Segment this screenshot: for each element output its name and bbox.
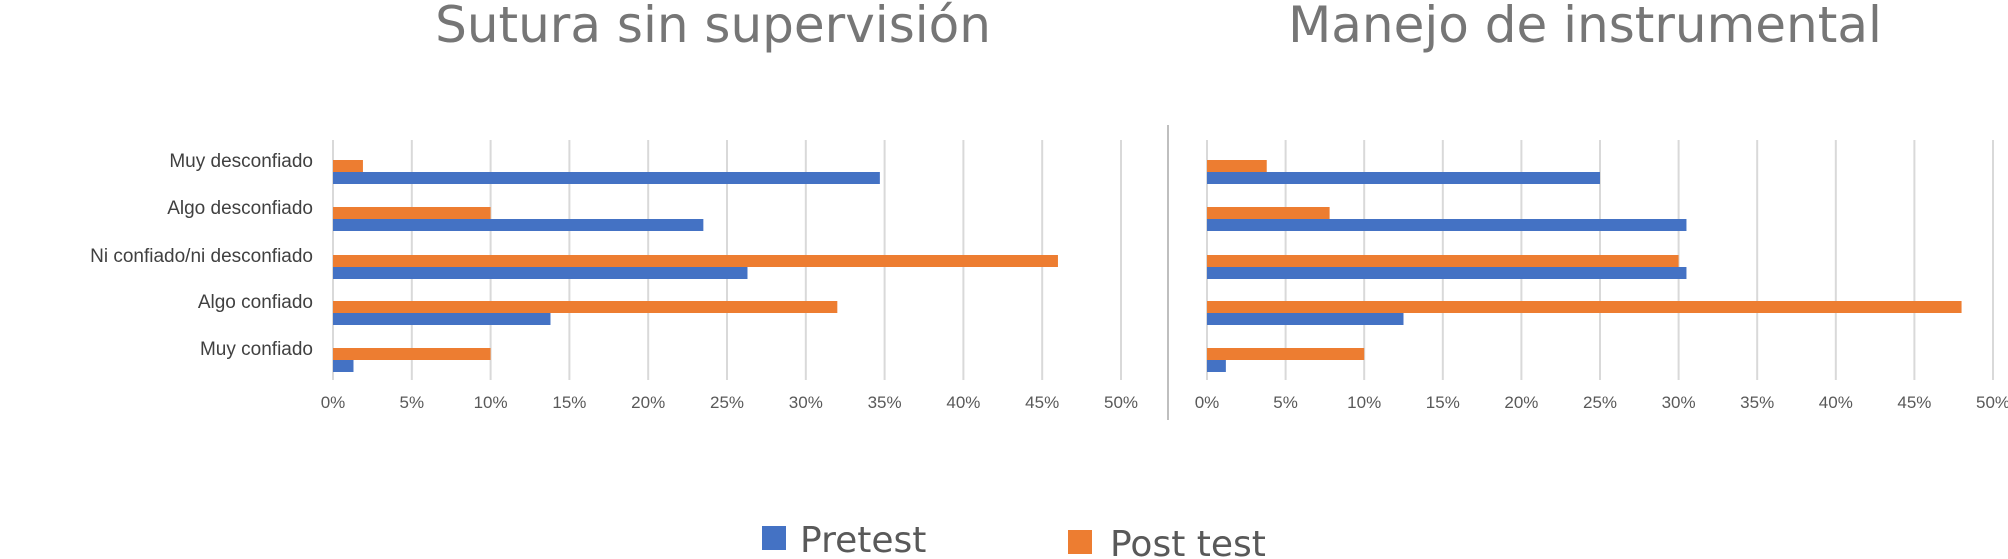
chart-title-left: Sutura sin supervisión <box>435 0 991 54</box>
x-tick-label: 45% <box>1897 393 1931 412</box>
bar-pretest <box>333 219 704 231</box>
x-tick-label: 20% <box>1504 393 1538 412</box>
x-tick-label: 35% <box>1740 393 1774 412</box>
chart-panel-left: 0% 5% 10% 15% 20% 25% 30% 35% 40% 45% 50% Muy desco… <box>90 140 1138 412</box>
x-tick-label: 50% <box>1976 393 2008 412</box>
bar-posttest <box>1207 160 1267 172</box>
legend-label-pretest: Pretest <box>800 520 926 559</box>
legend-swatch-pretest <box>762 526 786 550</box>
x-tick-label: 0% <box>321 393 346 412</box>
bar-pretest <box>333 172 880 184</box>
legend-label-posttest: Post test <box>1110 524 1266 559</box>
bar-posttest <box>1207 301 1962 313</box>
x-tick-label: 40% <box>946 393 980 412</box>
bar-pretest <box>1207 267 1687 279</box>
category-label: Muy desconfiado <box>169 151 313 172</box>
category-label: Algo desconfiado <box>167 198 313 219</box>
x-tick-label: 20% <box>631 393 665 412</box>
x-tick-label: 25% <box>710 393 744 412</box>
legend-swatch-posttest <box>1068 530 1092 554</box>
chart-title-right: Manejo de instrumental <box>1288 0 1882 54</box>
chart-panel-right: 0% 5% 10% 15% 20% 25% 30% 35% 40% 45% 50% <box>1195 140 2008 412</box>
bar-posttest <box>333 255 1058 267</box>
bar-posttest <box>1207 255 1679 267</box>
legend: Pretest Post test <box>762 520 1266 559</box>
bar-pretest <box>1207 219 1687 231</box>
x-tick-label: 50% <box>1104 393 1138 412</box>
category-label: Ni confiado/ni desconfiado <box>90 246 313 267</box>
x-tick-label: 15% <box>552 393 586 412</box>
bar-pretest <box>1207 313 1404 325</box>
bar-posttest <box>1207 348 1365 360</box>
bar-posttest <box>333 160 363 172</box>
bar-posttest <box>333 301 838 313</box>
x-tick-label: 30% <box>1662 393 1696 412</box>
x-tick-label: 10% <box>1347 393 1381 412</box>
bar-pretest <box>333 313 551 325</box>
category-label: Algo confiado <box>198 292 313 313</box>
bar-posttest <box>1207 207 1330 219</box>
bar-pretest <box>1207 360 1226 372</box>
x-tick-label: 10% <box>474 393 508 412</box>
x-tick-label: 40% <box>1819 393 1853 412</box>
category-label: Muy confiado <box>200 339 313 360</box>
bar-posttest <box>333 348 491 360</box>
bar-pretest <box>333 360 354 372</box>
x-tick-label: 0% <box>1195 393 1220 412</box>
x-tick-label: 45% <box>1025 393 1059 412</box>
x-tick-label: 25% <box>1583 393 1617 412</box>
x-tick-label: 5% <box>400 393 425 412</box>
bar-pretest <box>1207 172 1600 184</box>
x-tick-label: 15% <box>1426 393 1460 412</box>
x-tick-label: 30% <box>789 393 823 412</box>
x-tick-label: 35% <box>868 393 902 412</box>
bar-pretest <box>333 267 748 279</box>
bar-posttest <box>333 207 491 219</box>
x-tick-label: 5% <box>1273 393 1298 412</box>
